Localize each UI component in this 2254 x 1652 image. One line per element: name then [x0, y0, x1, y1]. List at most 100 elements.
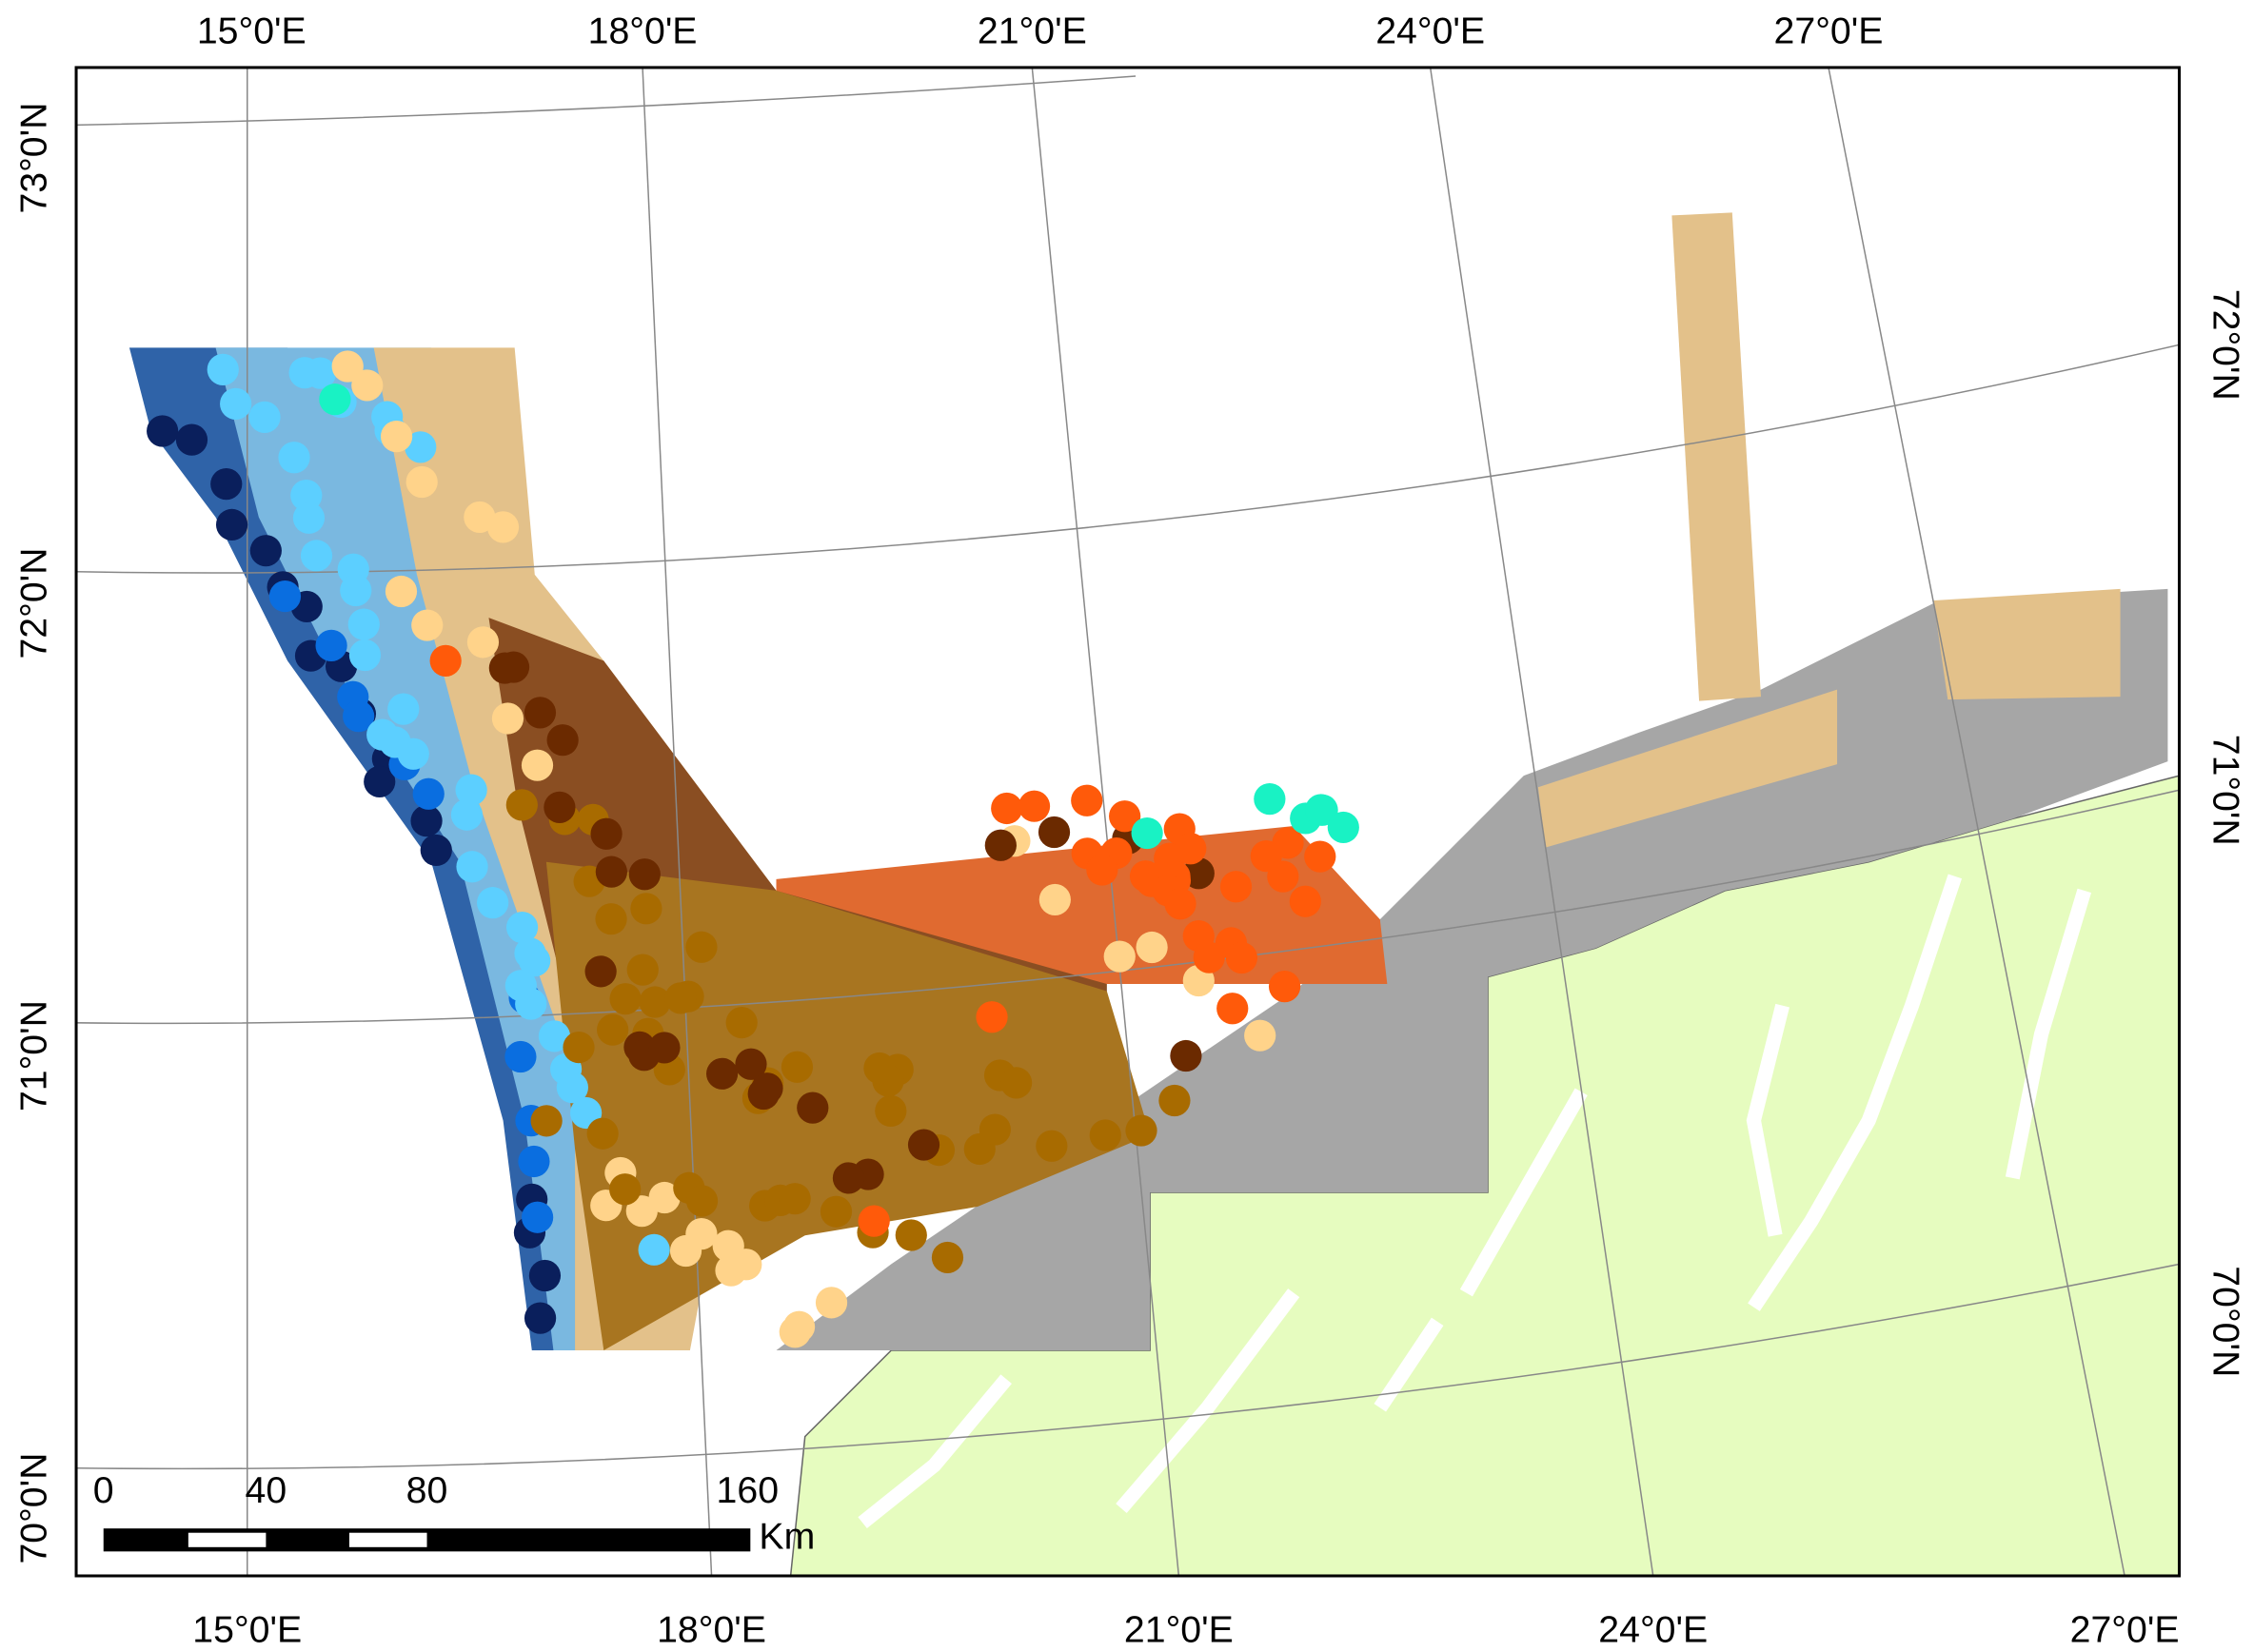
sample-point — [385, 575, 418, 608]
scale-bar-segment — [348, 1532, 427, 1547]
sample-point — [1164, 888, 1196, 920]
sample-point — [343, 700, 375, 733]
sample-point — [648, 1032, 681, 1064]
bottom-label: 15°0'E — [192, 1608, 302, 1650]
sample-point — [590, 817, 623, 850]
meridian — [1031, 67, 1180, 1577]
sample-point — [735, 1048, 767, 1080]
sample-point — [304, 357, 337, 389]
sample-point — [984, 829, 1017, 861]
sample-point — [976, 1001, 1008, 1033]
sample-point — [1158, 1084, 1191, 1117]
sample-point — [639, 986, 671, 1018]
sample-point — [584, 955, 617, 988]
scale-label: 80 — [406, 1469, 448, 1511]
top-label: 21°0'E — [978, 10, 1087, 51]
sample-point — [1289, 885, 1321, 917]
meridian — [1828, 67, 2125, 1577]
sample-point — [705, 1057, 739, 1090]
sample-point — [638, 1233, 670, 1266]
sample-point — [1254, 783, 1286, 816]
sample-point — [466, 626, 500, 659]
scale-label: 160 — [717, 1469, 780, 1511]
sample-point — [609, 983, 642, 1015]
sample-point — [779, 1183, 811, 1215]
fjord — [2005, 888, 2092, 1180]
parallel — [76, 344, 2180, 574]
fjord — [1746, 1003, 1789, 1237]
sample-point — [477, 887, 509, 919]
sample-point — [991, 792, 1023, 825]
parallel — [76, 1263, 2180, 1470]
scale-bar: 0 40 80 160 Km — [93, 1469, 815, 1557]
sample-point — [538, 1020, 571, 1052]
sample-point — [387, 693, 420, 725]
sample-point — [1129, 860, 1162, 893]
sample-point — [524, 1302, 557, 1334]
sample-point — [625, 1195, 658, 1228]
fjord — [1459, 1088, 1588, 1297]
sample-point — [907, 1129, 940, 1161]
sample-point — [1268, 971, 1301, 1003]
sample-point — [685, 1185, 719, 1217]
sample-point — [1000, 1067, 1033, 1099]
fjords — [858, 874, 2092, 1529]
sample-point — [1267, 860, 1299, 893]
sample-point — [405, 431, 437, 463]
sample-point — [815, 1287, 848, 1319]
sample-point — [820, 1195, 853, 1228]
sample-point — [1327, 811, 1359, 844]
sample-point — [1305, 794, 1337, 826]
scale-bar-segment — [188, 1532, 267, 1547]
sample-point — [1086, 854, 1118, 886]
survey-strip — [1933, 588, 2121, 700]
sample-point — [521, 749, 554, 781]
bottom-label: 21°0'E — [1124, 1608, 1234, 1650]
fjord — [1748, 874, 1963, 1311]
bathymetry-gray — [776, 588, 2168, 1350]
sample-point — [1216, 993, 1249, 1025]
sample-point — [895, 1219, 927, 1251]
sample-point — [504, 1040, 537, 1073]
top-label: 24°0'E — [1375, 10, 1485, 51]
sample-point — [175, 423, 208, 456]
sample-point — [331, 350, 364, 383]
scale-unit: Km — [759, 1515, 815, 1557]
sample-point — [348, 639, 382, 672]
top-label: 27°0'E — [1774, 10, 1884, 51]
left-label: 70°0'N — [12, 1453, 54, 1564]
sample-point — [455, 774, 487, 806]
sample-point — [486, 511, 520, 543]
sample-point — [1225, 941, 1258, 974]
sample-point — [1038, 883, 1071, 916]
scale-label: 40 — [246, 1469, 287, 1511]
sample-point — [863, 1052, 896, 1085]
meridian — [1429, 67, 1654, 1577]
left-label: 72°0'N — [12, 548, 54, 659]
sample-point — [410, 805, 443, 837]
sample-point — [1089, 1119, 1121, 1151]
sample-point — [519, 945, 551, 977]
sample-point — [278, 442, 310, 474]
sample-point — [586, 1117, 619, 1150]
sample-point — [429, 644, 462, 678]
sample-points — [147, 350, 1359, 1348]
sample-point — [249, 535, 282, 567]
sample-point — [397, 738, 429, 770]
sample-point — [411, 609, 444, 641]
sample-point — [1018, 790, 1051, 822]
bottom-label: 18°0'E — [657, 1608, 766, 1650]
sample-point — [220, 387, 252, 421]
sample-point — [544, 791, 576, 823]
sample-point — [556, 1072, 588, 1104]
meridian — [642, 67, 713, 1577]
top-label: 15°0'E — [197, 10, 306, 51]
sample-point — [340, 574, 372, 607]
sample-point — [626, 954, 659, 986]
sample-point — [268, 580, 302, 613]
map-frame — [74, 66, 2181, 1578]
sample-point — [380, 421, 413, 453]
sample-point — [524, 697, 557, 729]
